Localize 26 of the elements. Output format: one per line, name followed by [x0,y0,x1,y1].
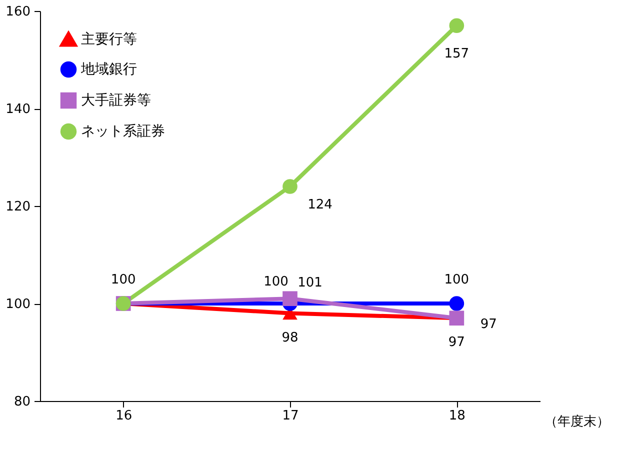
x-tick-label: 17 [282,408,299,424]
point [449,296,464,311]
point [449,18,464,34]
data-label: 100 [110,272,136,288]
data-label: 124 [308,198,332,212]
x-tick-label: 18 [448,408,466,424]
legend-label: 地域銀行 [80,62,137,78]
data-label: 97 [448,335,465,350]
point [282,291,298,306]
x-axis-title: （年度末） [544,414,610,430]
data-label: 101 [298,276,322,291]
x-tick-label: 16 [116,408,132,424]
data-label: 98 [282,330,298,346]
legend-label: 主要行等 [81,32,137,48]
y-tick-label: 160 [6,4,30,20]
data-label: 97 [480,317,497,332]
y-tick-label: 80 [14,394,30,410]
data-label: 157 [444,46,470,62]
legend-label: 大手証券等 [81,92,151,108]
data-label: 100 [444,272,470,288]
y-tick-label: 120 [6,200,30,214]
point [282,179,298,194]
legend-label: ネット系証券 [81,124,165,140]
y-tick-label: 100 [6,297,30,312]
data-label: 100 [264,274,288,290]
y-tick-label: 140 [6,102,30,117]
